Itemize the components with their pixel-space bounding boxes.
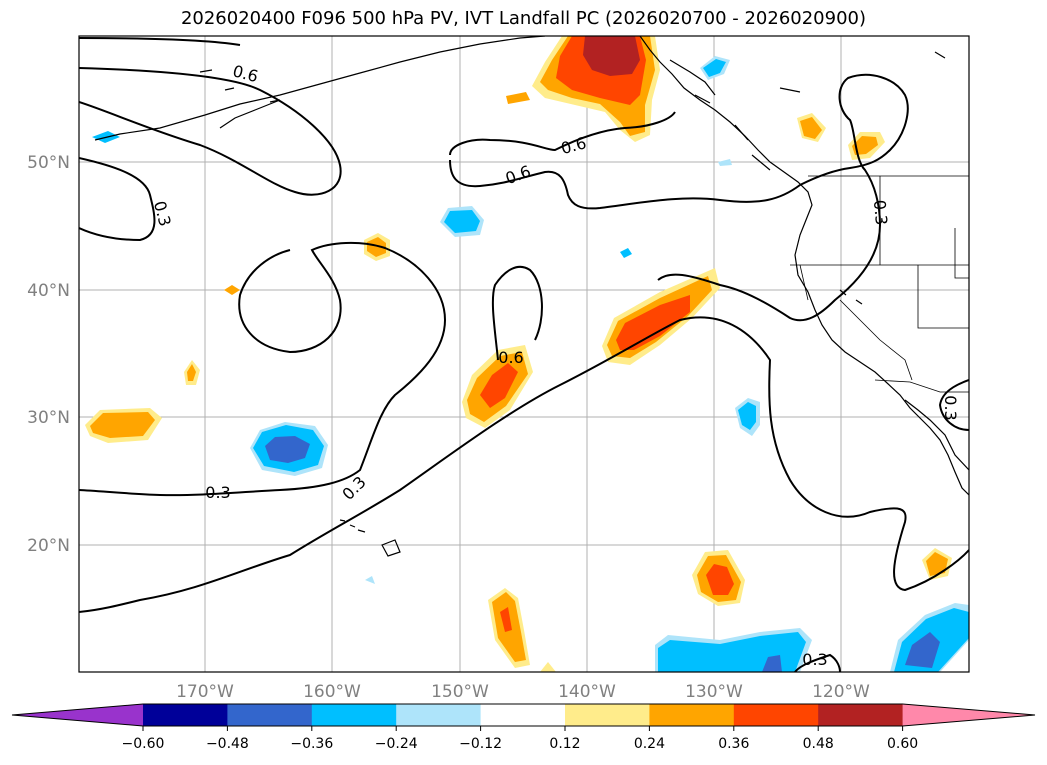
- lon-label: 120°W: [812, 682, 870, 702]
- colorbar-tick-label: 0.60: [887, 736, 918, 752]
- political-borders: [790, 175, 969, 393]
- chart-title: 2026020400 F096 500 hPa PV, IVT Landfall…: [180, 8, 867, 29]
- gridlines: [79, 36, 969, 672]
- colorbar-extend-high: [902, 704, 1035, 726]
- colorbar-segment: [818, 704, 904, 726]
- colorbar-tick-label: 0.12: [549, 736, 580, 752]
- colorbar-segment: [733, 704, 819, 726]
- lat-label: 40°N: [27, 281, 70, 301]
- colorbar-segment: [227, 704, 313, 726]
- colorbar-tick-label: 0.48: [803, 736, 834, 752]
- colorbar-segment: [396, 704, 482, 726]
- colorbar-segment: [649, 704, 735, 726]
- lat-label: 20°N: [27, 536, 70, 556]
- contour-label: 0.6: [498, 348, 523, 367]
- colorbar-tick-label: −0.36: [290, 736, 333, 752]
- colorbar-ticks: −0.60 −0.48 −0.36 −0.24 −0.12 0.12 0.24 0.36 0.4…: [122, 726, 918, 752]
- colorbar-tick-label: −0.48: [206, 736, 249, 752]
- colorbar-segment: [480, 704, 566, 726]
- contour-labels: 0.6 0.3 0.6 0.6 0.3 0.6 0.3 0.3 0.3 0.3: [150, 61, 960, 669]
- negative-anomalies: [92, 56, 969, 672]
- positive-anomalies: [85, 36, 952, 672]
- lat-label: 30°N: [27, 408, 70, 428]
- colorbar-tick-label: 0.24: [634, 736, 665, 752]
- colorbar-segment: [565, 704, 650, 726]
- lon-label: 130°W: [685, 682, 743, 702]
- contour-label: 0.3: [205, 483, 230, 502]
- coastlines: [94, 36, 969, 557]
- colorbar: [11, 703, 1036, 727]
- colorbar-tick-label: −0.24: [375, 736, 418, 752]
- contour-label: 0.3: [338, 472, 369, 503]
- lon-label: 150°W: [431, 682, 489, 702]
- colorbar-segment: [311, 704, 397, 726]
- colorbar-extend-low: [12, 704, 143, 726]
- latitude-labels: 50°N 40°N 30°N 20°N: [27, 153, 70, 556]
- colorbar-tick-label: 0.36: [718, 736, 749, 752]
- colorbar-tick-label: −0.12: [459, 736, 502, 752]
- map-frame: [78, 35, 970, 673]
- longitude-labels: 170°W 160°W 150°W 140°W 130°W 120°W: [176, 682, 870, 702]
- contour-label: 0.6: [503, 162, 533, 189]
- contour-label: 0.6: [559, 133, 589, 158]
- pv-contours: [79, 37, 969, 672]
- contour-label: 0.3: [802, 650, 827, 669]
- lon-label: 140°W: [558, 682, 616, 702]
- colorbar-tick-label: −0.60: [122, 736, 165, 752]
- contour-label: 0.3: [941, 395, 960, 420]
- contour-label: 0.3: [870, 199, 891, 226]
- colorbar-segment: [143, 704, 228, 726]
- lat-label: 50°N: [27, 153, 70, 173]
- lon-label: 170°W: [176, 682, 234, 702]
- lon-label: 160°W: [303, 682, 361, 702]
